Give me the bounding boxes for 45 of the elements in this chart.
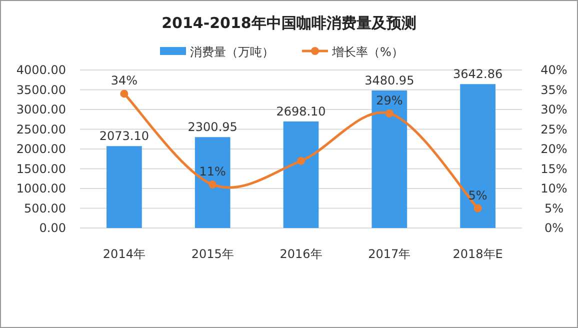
- point: [297, 156, 305, 165]
- y2-tick-label: 40%: [540, 63, 568, 77]
- y-tick-label: 4000.00: [16, 63, 66, 77]
- legend-label: 消费量（万吨）: [190, 45, 274, 59]
- data-label: 5%: [468, 188, 488, 202]
- bar: [106, 146, 142, 228]
- x-tick-label: 2017年: [368, 247, 411, 261]
- point: [120, 90, 128, 98]
- data-label: 2300.95: [188, 120, 238, 134]
- data-label: 3642.86: [452, 67, 503, 82]
- y-tick-label: 500.00: [24, 201, 66, 216]
- y2-tick-label: 20%: [540, 142, 568, 156]
- point: [208, 180, 217, 189]
- legend-label: 增长率（%）: [331, 45, 404, 59]
- y-tick-label: 3000.00: [16, 102, 66, 116]
- x-tick-label: 2016年: [280, 247, 322, 261]
- data-label: 3480.95: [364, 74, 414, 88]
- y-tick-label: 1000.00: [16, 182, 66, 196]
- y2-tick-label: 30%: [540, 102, 568, 116]
- bar: [194, 137, 230, 228]
- y2-tick-label: 5%: [544, 201, 564, 216]
- y-tick-label: 2000.00: [16, 142, 66, 156]
- y2-tick-label: 0%: [544, 221, 564, 235]
- data-label: 11%: [199, 164, 226, 179]
- x-tick-label: 2014年: [102, 247, 146, 261]
- chart-title: 2014-2018年中国咖啡消费量及预测: [162, 14, 416, 32]
- bar: [460, 84, 496, 228]
- y-tick-label: 0.00: [39, 221, 66, 235]
- bar: [372, 90, 408, 228]
- y2-tick-label: 10%: [540, 182, 568, 196]
- y-tick-label: 1500.00: [16, 162, 66, 176]
- x-tick-label: 2018年E: [452, 247, 503, 261]
- y2-tick-label: 25%: [540, 122, 568, 136]
- data-label: 29%: [376, 93, 403, 108]
- point: [474, 204, 482, 212]
- y-tick-label: 2500.00: [16, 122, 66, 136]
- point: [385, 109, 394, 118]
- bar: [283, 121, 319, 228]
- y-tick-label: 3500.00: [16, 82, 66, 97]
- data-label: 2698.10: [276, 104, 326, 118]
- y2-tick-label: 15%: [540, 162, 568, 176]
- data-label: 34%: [110, 74, 138, 88]
- y2-tick-label: 35%: [540, 82, 568, 97]
- x-tick-label: 2015年: [191, 247, 234, 261]
- data-label: 2073.10: [99, 129, 150, 144]
